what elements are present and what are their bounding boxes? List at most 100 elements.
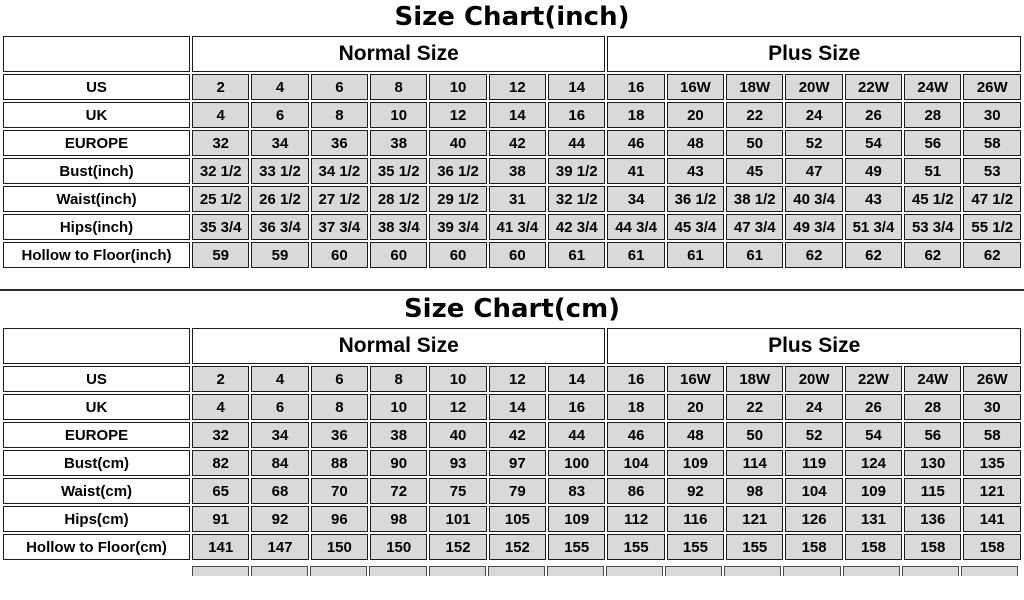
cutoff-cell-stub: [192, 566, 250, 576]
size-value-cell: 126: [785, 506, 843, 532]
size-value-cell: 40 3/4: [785, 186, 843, 212]
size-value-cell: 22: [726, 102, 784, 128]
size-value-cell: 14: [488, 394, 547, 420]
size-value-cell: 59: [251, 242, 309, 268]
size-value-cell: 141: [192, 534, 250, 560]
size-value-cell: 130: [904, 450, 962, 476]
size-value-cell: 38: [370, 130, 428, 156]
size-value-cell: 79: [488, 478, 547, 504]
cutoff-cell-stub: [901, 566, 959, 576]
size-value-cell: 16W: [666, 366, 725, 392]
size-value-cell: 2: [192, 74, 250, 100]
size-value-cell: 141: [963, 506, 1021, 532]
size-value-cell: 46: [607, 422, 665, 448]
size-value-cell: 59: [192, 242, 250, 268]
size-value-cell: 27 1/2: [310, 186, 369, 212]
size-value-cell: 61: [726, 242, 784, 268]
size-value-cell: 60: [429, 242, 487, 268]
size-value-cell: 8: [310, 102, 369, 128]
size-chart-cm-title: Size Chart(cm): [403, 294, 621, 324]
size-value-cell: 75: [429, 478, 487, 504]
size-value-cell: 41: [607, 158, 665, 184]
size-table-row: Bust(inch) 32 1/2 33 1/2 34 1/2 35 1/2 36 1/2…: [3, 158, 1021, 184]
size-value-cell: 51: [904, 158, 962, 184]
size-value-cell: 48: [666, 422, 725, 448]
size-table-row: Hips(inch) 35 3/4 36 3/4 37 3/4 38 3/4 39 3/4…: [3, 214, 1021, 240]
size-value-cell: 33 1/2: [251, 158, 309, 184]
size-value-cell: 60: [488, 242, 547, 268]
size-value-cell: 54: [844, 422, 903, 448]
size-value-cell: 158: [844, 534, 903, 560]
size-value-cell: 14: [488, 102, 547, 128]
size-value-cell: 48: [666, 130, 725, 156]
size-value-cell: 18: [607, 102, 665, 128]
size-value-cell: 6: [251, 102, 309, 128]
size-value-cell: 109: [844, 478, 903, 504]
cutoff-cell-stub: [724, 566, 782, 576]
size-value-cell: 40: [429, 422, 487, 448]
size-value-cell: 101: [429, 506, 487, 532]
size-value-cell: 16W: [666, 74, 725, 100]
size-value-cell: 45: [726, 158, 784, 184]
column-group-header: Normal Size: [192, 328, 606, 364]
size-value-cell: 16: [607, 74, 665, 100]
size-value-cell: 24: [785, 102, 843, 128]
size-value-cell: 28: [904, 102, 962, 128]
size-value-cell: 16: [607, 366, 665, 392]
size-value-cell: 12: [429, 394, 487, 420]
size-value-cell: 14: [548, 366, 606, 392]
size-value-cell: 4: [192, 102, 250, 128]
size-value-cell: 18W: [726, 74, 784, 100]
size-value-cell: 104: [785, 478, 843, 504]
size-value-cell: 38 1/2: [726, 186, 784, 212]
cutoff-next-row-strip: [192, 566, 1018, 576]
size-value-cell: 2: [192, 366, 250, 392]
size-value-cell: 115: [904, 478, 962, 504]
size-value-cell: 14: [548, 74, 606, 100]
size-value-cell: 40: [429, 130, 487, 156]
size-value-cell: 158: [963, 534, 1021, 560]
row-label-cell: Bust(cm): [3, 450, 190, 476]
size-value-cell: 112: [607, 506, 665, 532]
size-chart-page: Size Chart(inch) Normal Size Plus Size US 2…: [0, 2, 1024, 576]
size-value-cell: 114: [726, 450, 784, 476]
size-value-cell: 10: [370, 394, 428, 420]
size-value-cell: 12: [488, 366, 547, 392]
size-value-cell: 131: [844, 506, 903, 532]
section-divider-line: [0, 289, 1024, 291]
size-value-cell: 10: [429, 74, 487, 100]
size-table-row: EUROPE 32 34 36 38 40 42 44 46 48 50 52 54 56 58: [3, 130, 1021, 156]
row-label-cell: Hollow to Floor(inch): [3, 242, 190, 268]
size-value-cell: 121: [963, 478, 1021, 504]
row-label-cell: Waist(cm): [3, 478, 190, 504]
size-value-cell: 53: [963, 158, 1021, 184]
size-table-row: Bust(cm) 82 84 88 90 93 97 100 104 109 114 119 124 13…: [3, 450, 1021, 476]
size-value-cell: 86: [607, 478, 665, 504]
size-value-cell: 4: [251, 366, 309, 392]
size-value-cell: 26W: [963, 74, 1021, 100]
size-value-cell: 28: [904, 394, 962, 420]
size-value-cell: 47: [785, 158, 843, 184]
cutoff-cell-stub: [428, 566, 486, 576]
size-value-cell: 10: [429, 366, 487, 392]
cutoff-cell-stub: [842, 566, 900, 576]
size-value-cell: 32 1/2: [192, 158, 250, 184]
size-table-row: Waist(inch) 25 1/2 26 1/2 27 1/2 28 1/2 29 1/…: [3, 186, 1021, 212]
size-value-cell: 109: [666, 450, 725, 476]
size-value-cell: 56: [904, 130, 962, 156]
size-value-cell: 72: [370, 478, 428, 504]
size-value-cell: 92: [666, 478, 725, 504]
size-value-cell: 36 1/2: [666, 186, 725, 212]
size-value-cell: 150: [310, 534, 369, 560]
size-value-cell: 24: [785, 394, 843, 420]
size-value-cell: 62: [904, 242, 962, 268]
size-value-cell: 51 3/4: [844, 214, 903, 240]
cutoff-cell-stub: [546, 566, 604, 576]
size-value-cell: 155: [548, 534, 606, 560]
size-value-cell: 38: [488, 158, 547, 184]
row-label-cell: EUROPE: [3, 422, 190, 448]
size-value-cell: 42: [488, 422, 547, 448]
size-value-cell: 42 3/4: [548, 214, 606, 240]
row-label-cell: EUROPE: [3, 130, 190, 156]
row-label-cell: UK: [3, 394, 190, 420]
